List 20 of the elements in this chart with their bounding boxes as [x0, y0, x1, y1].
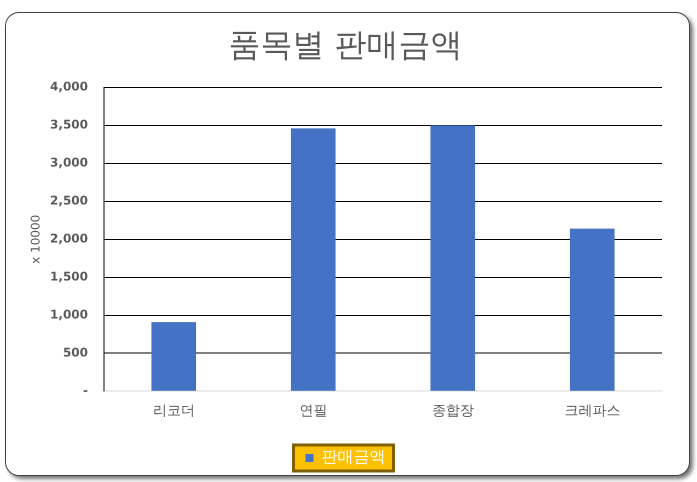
- x-tick-label: 크레파스: [564, 403, 620, 420]
- y-tick-label: 3,500: [50, 118, 88, 132]
- y-tick-label: 4,000: [50, 80, 88, 94]
- x-tick-label: 리코더: [152, 403, 195, 420]
- x-tick-label: 연필: [299, 403, 328, 420]
- y-tick-label: 1,000: [50, 307, 88, 322]
- bar: [151, 322, 196, 391]
- y-tick-label: 1,500: [50, 269, 88, 284]
- y-tick-label: 500: [62, 345, 88, 360]
- bar: [570, 228, 615, 391]
- y-tick-label: 3,000: [50, 155, 88, 170]
- bar: [430, 125, 476, 391]
- bar: [290, 128, 336, 391]
- y-tick-label: -: [83, 383, 88, 398]
- y-tick-label: 2,000: [50, 231, 88, 246]
- y-axis-title: x 10000: [28, 214, 42, 264]
- x-tick-label: 종합장: [432, 403, 474, 420]
- legend-label: 판매금액: [322, 447, 386, 466]
- y-tick-label: 2,500: [50, 193, 88, 208]
- chart-title: 품목별 판매금액: [228, 26, 463, 64]
